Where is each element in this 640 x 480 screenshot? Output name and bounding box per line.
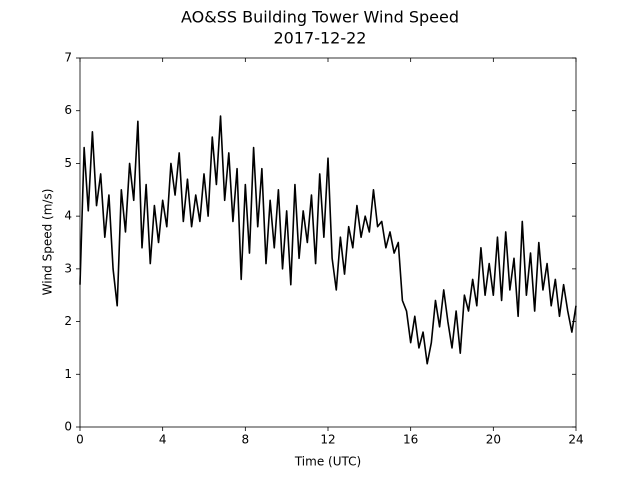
plot-frame bbox=[79, 57, 577, 428]
x-tick-label: 16 bbox=[403, 433, 418, 447]
x-tick-label: 12 bbox=[320, 433, 335, 447]
y-tick-label: 6 bbox=[64, 103, 72, 117]
x-axis-label: Time (UTC) bbox=[294, 455, 361, 469]
y-tick-label: 3 bbox=[64, 261, 72, 275]
y-tick-label: 5 bbox=[64, 156, 72, 170]
data-line bbox=[79, 115, 577, 365]
y-tick-label: 0 bbox=[64, 420, 72, 434]
x-tick-label: 20 bbox=[486, 433, 501, 447]
y-tick-label: 7 bbox=[64, 51, 72, 65]
y-axis-label: Wind Speed (m/s) bbox=[41, 189, 55, 296]
y-tick-label: 4 bbox=[64, 209, 72, 223]
x-tick-label: 8 bbox=[242, 433, 250, 447]
y-tick-label: 1 bbox=[64, 367, 72, 381]
y-tick-label: 2 bbox=[64, 314, 72, 328]
x-tick-label: 4 bbox=[159, 433, 167, 447]
chart-title: AO&SS Building Tower Wind Speed bbox=[181, 8, 459, 27]
x-tick-label: 0 bbox=[76, 433, 84, 447]
x-tick-label: 24 bbox=[568, 433, 583, 447]
chart-subtitle: 2017-12-22 bbox=[274, 29, 367, 48]
